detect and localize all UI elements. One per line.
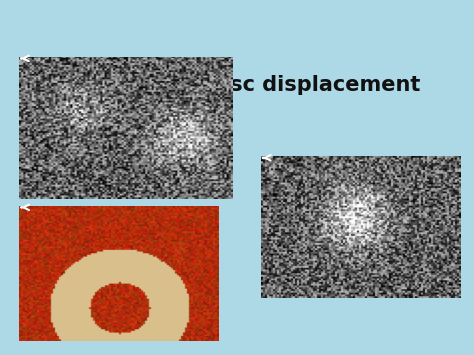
Text: Posterior  disc displacement: Posterior disc displacement xyxy=(85,75,420,95)
